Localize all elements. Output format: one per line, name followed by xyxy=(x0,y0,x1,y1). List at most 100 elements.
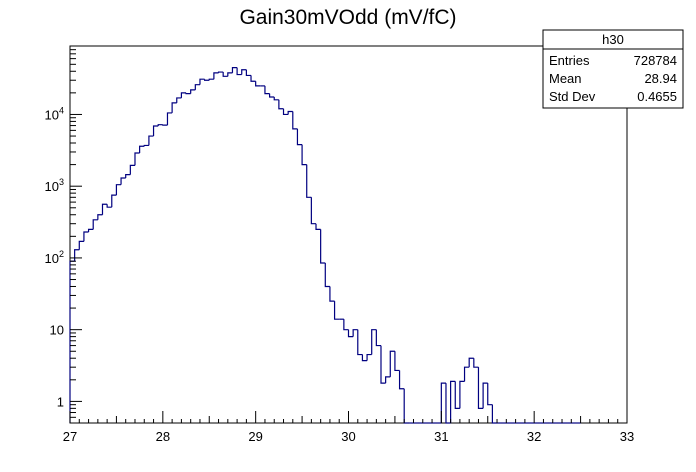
histogram-bin xyxy=(278,99,284,110)
histogram-bin xyxy=(287,110,293,115)
histogram-bin xyxy=(385,376,391,384)
y-tick-label: 103 xyxy=(45,177,64,194)
histogram-bin xyxy=(148,135,154,146)
histogram-bin xyxy=(477,367,484,409)
histogram-bin xyxy=(343,319,349,331)
histogram-bin xyxy=(296,128,303,146)
stats-label-std-dev: Std Dev xyxy=(549,89,596,104)
histogram-bin xyxy=(171,102,177,113)
y-tick-label: 10 xyxy=(50,323,64,338)
x-tick-label: 32 xyxy=(527,429,541,444)
histogram-bin xyxy=(157,124,163,127)
x-tick-label: 33 xyxy=(620,429,634,444)
histogram-bin xyxy=(394,351,400,372)
histogram-bin xyxy=(194,84,200,90)
stats-box: h30 Entries 728784 Mean 28.94 Std Dev 0.… xyxy=(542,29,684,109)
histogram-bin xyxy=(389,350,395,377)
histogram-bin xyxy=(92,219,98,230)
histogram-bin xyxy=(473,358,479,368)
histogram-bin xyxy=(143,144,149,147)
histogram-bin xyxy=(241,69,247,75)
histogram-bin xyxy=(306,164,312,198)
histogram-bin xyxy=(459,380,465,409)
histogram-bin xyxy=(74,249,80,262)
histogram-bin xyxy=(120,177,126,185)
y-tick-label: 1 xyxy=(57,394,64,409)
histogram-bin xyxy=(320,229,326,264)
histogram-bin xyxy=(134,152,140,166)
histogram-bin xyxy=(125,174,131,179)
histogram-bin xyxy=(190,89,196,94)
histogram-bin xyxy=(375,329,381,347)
histogram-bin xyxy=(97,214,103,220)
histogram-bin xyxy=(87,228,94,232)
histogram-bin xyxy=(366,353,372,361)
histogram-bin xyxy=(101,203,108,215)
histogram-bin xyxy=(468,357,474,368)
y-tick-label: 102 xyxy=(45,249,64,266)
histogram-bin xyxy=(361,354,368,362)
stats-value-std-dev: 0.4655 xyxy=(637,89,677,104)
histogram-bin xyxy=(152,125,159,137)
x-tick-label: 27 xyxy=(63,429,77,444)
histogram-bin xyxy=(106,204,112,208)
histogram-bin xyxy=(445,383,451,424)
histogram-bin xyxy=(213,72,219,80)
histogram-bin xyxy=(180,92,187,98)
histogram-bin xyxy=(347,329,354,338)
histogram-bin xyxy=(268,93,275,98)
histogram-bin xyxy=(282,108,289,116)
x-tick-label: 28 xyxy=(156,429,170,444)
histogram-bin xyxy=(454,381,460,409)
histogram-bin xyxy=(487,383,493,406)
histogram-bin xyxy=(301,144,307,166)
histogram-bin xyxy=(491,404,498,424)
histogram-bin xyxy=(380,345,386,384)
histogram-bars xyxy=(69,66,581,424)
stats-value-mean: 28.94 xyxy=(644,71,677,86)
x-tick-label: 29 xyxy=(248,429,262,444)
y-tick-label: 104 xyxy=(45,105,64,122)
histogram-bin xyxy=(403,388,409,424)
histogram-bin xyxy=(139,145,145,154)
histogram-bin xyxy=(324,262,330,288)
stats-box-name: h30 xyxy=(602,32,624,47)
histogram-bin xyxy=(185,92,191,95)
histogram-bin xyxy=(463,366,470,382)
y-axis: 1 10 102 103 104 xyxy=(45,45,82,424)
histogram-bin xyxy=(482,382,488,409)
histogram-bin xyxy=(315,223,321,230)
x-tick-label: 30 xyxy=(341,429,355,444)
histogram-bin xyxy=(440,382,446,423)
histogram-bin xyxy=(231,66,238,73)
histogram-bin xyxy=(371,329,377,355)
histogram-bin xyxy=(352,329,358,337)
histogram-bin xyxy=(199,78,205,85)
histogram-bin xyxy=(250,75,256,82)
histogram-bin xyxy=(255,81,261,87)
stats-label-mean: Mean xyxy=(549,71,582,86)
histogram-bin xyxy=(227,72,233,77)
histogram-bin xyxy=(398,370,405,390)
histogram-bin xyxy=(111,194,117,208)
histogram-bin xyxy=(329,286,335,302)
chart-title: Gain30mVOdd (mV/fC) xyxy=(239,6,456,29)
histogram-bin xyxy=(69,260,75,423)
histogram-bin xyxy=(357,329,363,356)
histogram-bin xyxy=(236,67,242,76)
histogram-bin xyxy=(204,79,210,81)
histogram-bin xyxy=(129,164,135,175)
histogram-bin xyxy=(222,72,228,77)
x-axis: 27 28 29 30 31 32 33 xyxy=(63,411,634,444)
histogram-bin xyxy=(310,197,317,225)
histogram-bin xyxy=(166,112,173,126)
histogram-bin xyxy=(208,78,214,81)
histogram-bin xyxy=(264,85,270,95)
histogram-bin xyxy=(273,97,279,101)
histogram-bin xyxy=(333,301,340,320)
histogram-bin xyxy=(217,71,224,73)
stats-label-entries: Entries xyxy=(549,53,590,68)
histogram-bin xyxy=(115,184,122,196)
histogram-bin xyxy=(245,69,252,77)
